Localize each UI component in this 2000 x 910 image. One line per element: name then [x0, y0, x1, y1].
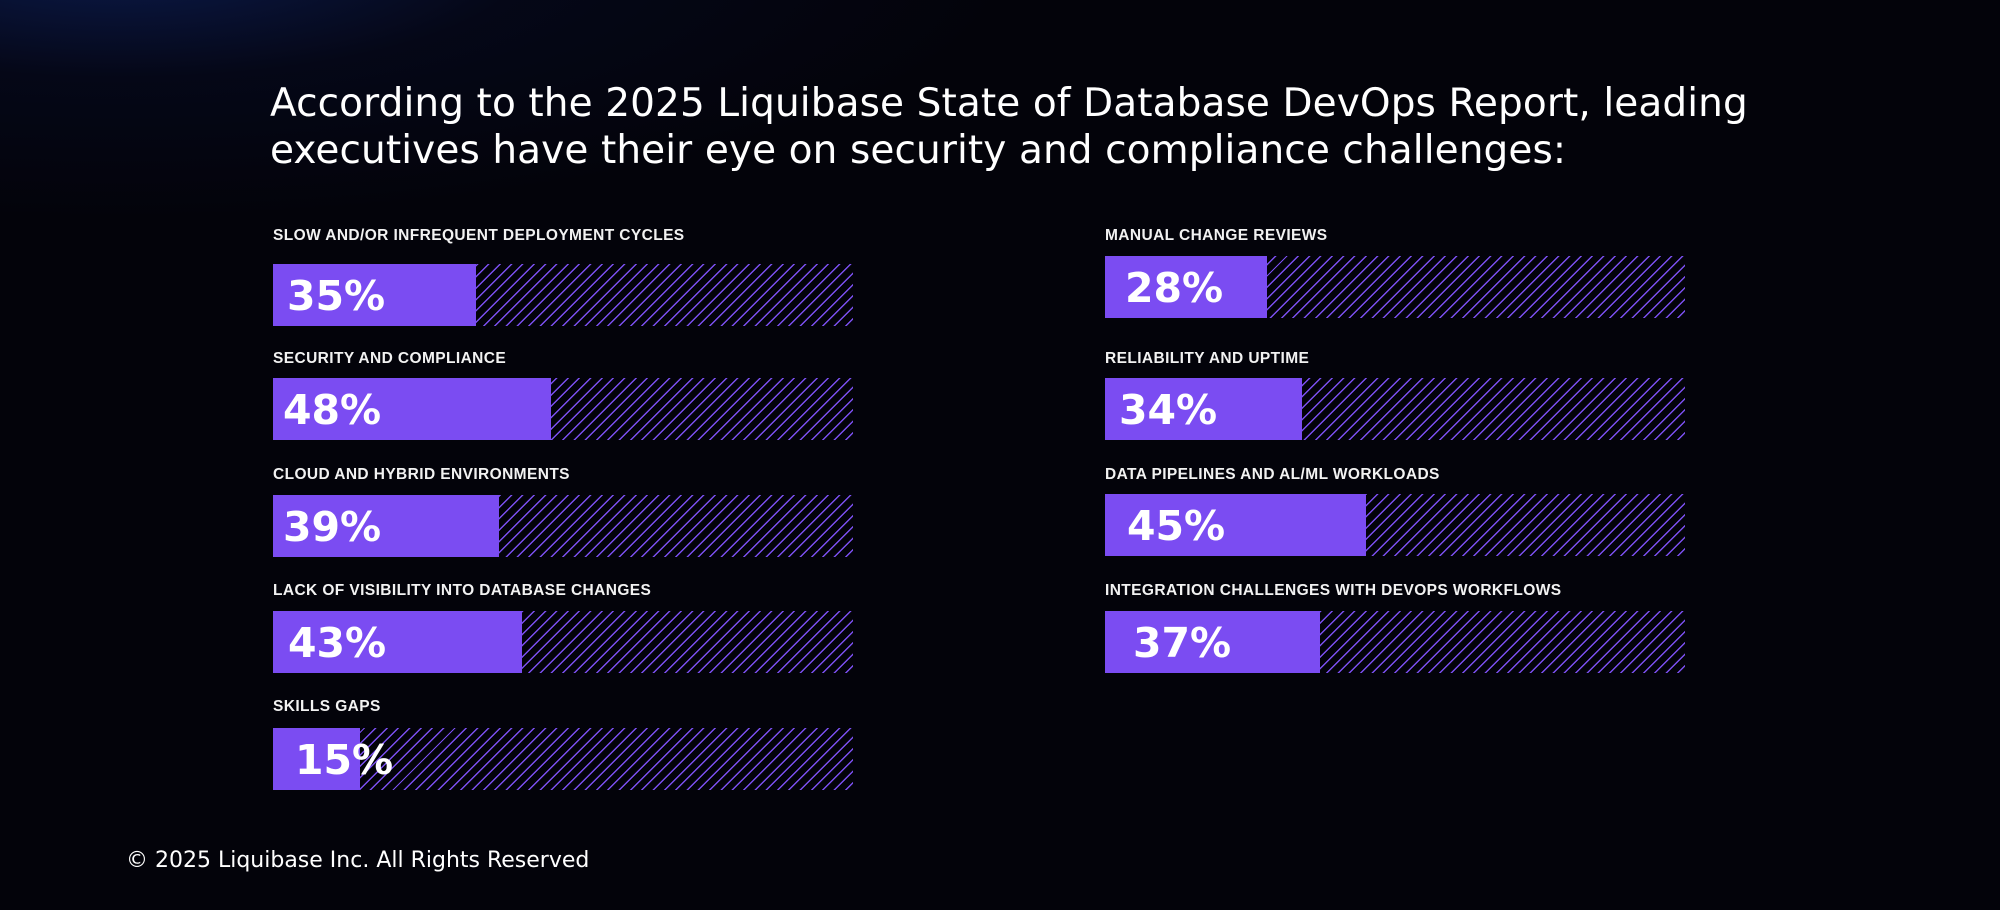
category-label: DATA PIPELINES AND AL/ML WORKLOADS [1105, 466, 1440, 483]
bar [1105, 494, 1366, 556]
chart-item: INTEGRATION CHALLENGES WITH DEVOPS WORKF… [1105, 581, 1685, 673]
chart-item: SLOW AND/OR INFREQUENT DEPLOYMENT CYCLES… [273, 226, 853, 326]
chart-item: SECURITY AND COMPLIANCE 48% [273, 349, 853, 440]
chart-item: LACK OF VISIBILITY INTO DATABASE CHANGES… [273, 581, 853, 673]
bar [273, 611, 522, 673]
bar-value-label: 48% [283, 386, 382, 434]
bar-track: 43% [273, 611, 853, 673]
bar [1105, 611, 1320, 673]
copyright-footer: © 2025 Liquibase Inc. All Rights Reserve… [126, 848, 590, 873]
bar-value-label: 37% [1133, 619, 1232, 667]
category-label: INTEGRATION CHALLENGES WITH DEVOPS WORKF… [1105, 582, 1562, 599]
bar-track: 28% [1105, 256, 1685, 318]
category-label: MANUAL CHANGE REVIEWS [1105, 227, 1328, 244]
chart-item: SKILLS GAPS 15% [273, 697, 853, 790]
bar [1105, 256, 1267, 318]
chart-item: DATA PIPELINES AND AL/ML WORKLOADS 45% [1105, 465, 1685, 556]
bar-value-label: 35% [287, 272, 386, 320]
category-label: SKILLS GAPS [273, 698, 381, 715]
bar [1105, 378, 1302, 440]
page-title: According to the 2025 Liquibase State of… [270, 81, 1748, 173]
bar-track: 15% [273, 728, 853, 790]
bar-value-label: 43% [288, 619, 387, 667]
bar [273, 378, 551, 440]
bar-track: 35% [273, 264, 853, 326]
bar-track: 34% [1105, 378, 1685, 440]
bar-track: 45% [1105, 494, 1685, 556]
bar-value-label: 15% [295, 736, 394, 784]
chart-item: MANUAL CHANGE REVIEWS 28% [1105, 226, 1685, 318]
bar-value-label: 28% [1125, 264, 1224, 312]
bar-value-label: 45% [1127, 502, 1226, 550]
bar-value-label: 34% [1119, 386, 1218, 434]
bar [273, 495, 499, 557]
bar-track: 37% [1105, 611, 1685, 673]
category-label: RELIABILITY AND UPTIME [1105, 350, 1310, 367]
category-label: LACK OF VISIBILITY INTO DATABASE CHANGES [273, 582, 652, 599]
bar [273, 264, 476, 326]
chart-item: CLOUD AND HYBRID ENVIRONMENTS 39% [273, 465, 853, 557]
category-label: SECURITY AND COMPLIANCE [273, 350, 507, 367]
bar [273, 728, 360, 790]
bar-value-label: 39% [283, 503, 382, 551]
bar-track: 39% [273, 495, 853, 557]
chart-item: RELIABILITY AND UPTIME 34% [1105, 349, 1685, 440]
category-label: SLOW AND/OR INFREQUENT DEPLOYMENT CYCLES [273, 227, 685, 244]
bar-track: 48% [273, 378, 853, 440]
category-label: CLOUD AND HYBRID ENVIRONMENTS [273, 466, 570, 483]
